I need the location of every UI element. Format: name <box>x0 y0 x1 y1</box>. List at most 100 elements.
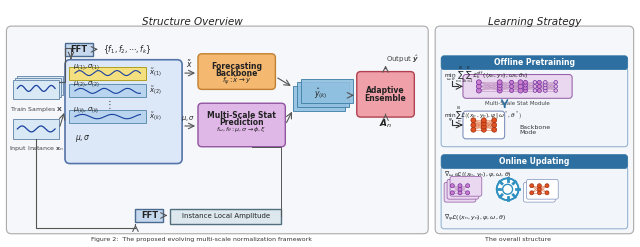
Text: FFT: FFT <box>141 211 158 220</box>
Text: $\boldsymbol{A}_n$: $\boldsymbol{A}_n$ <box>379 118 392 130</box>
Circle shape <box>533 81 537 84</box>
Circle shape <box>543 83 547 87</box>
Bar <box>293 86 345 111</box>
Text: $\tilde{x}$: $\tilde{x}$ <box>186 58 193 70</box>
Circle shape <box>543 89 547 92</box>
Circle shape <box>533 89 537 92</box>
FancyBboxPatch shape <box>527 179 558 199</box>
Circle shape <box>524 83 527 87</box>
Text: $\mu_{(2)}, \sigma_{(2)}$: $\mu_{(2)}, \sigma_{(2)}$ <box>73 80 100 89</box>
Circle shape <box>481 127 486 132</box>
Bar <box>17 76 63 95</box>
Circle shape <box>543 86 547 90</box>
Text: $f_{\omega}, f_{\theta}: \mu, \sigma \rightarrow \phi, \xi$: $f_{\omega}, f_{\theta}: \mu, \sigma \ri… <box>216 125 267 134</box>
Circle shape <box>533 85 537 88</box>
Text: Offline Pretraining: Offline Pretraining <box>494 58 575 67</box>
Bar <box>69 67 147 80</box>
FancyBboxPatch shape <box>447 179 479 199</box>
FancyBboxPatch shape <box>463 111 504 139</box>
FancyBboxPatch shape <box>441 155 628 168</box>
Bar <box>301 79 353 103</box>
Text: Online Updating: Online Updating <box>499 157 570 166</box>
FancyBboxPatch shape <box>450 176 482 196</box>
Bar <box>170 209 282 224</box>
Text: $\tilde{x}_{(1)}$: $\tilde{x}_{(1)}$ <box>149 67 163 79</box>
Circle shape <box>497 88 502 93</box>
Text: $\mu_{(k)}, \sigma_{(k)}$: $\mu_{(k)}, \sigma_{(k)}$ <box>73 105 99 115</box>
Text: Multi-Scale Stat Module: Multi-Scale Stat Module <box>485 101 550 106</box>
Text: Learning Strategy: Learning Strategy <box>488 17 581 27</box>
Circle shape <box>545 191 549 195</box>
Circle shape <box>524 80 527 84</box>
Circle shape <box>545 184 549 188</box>
Text: $\{f_1, f_2, \cdots, f_k\}$: $\{f_1, f_2, \cdots, f_k\}$ <box>102 43 152 56</box>
Circle shape <box>524 89 527 93</box>
Bar <box>13 119 59 139</box>
Circle shape <box>509 80 513 84</box>
Circle shape <box>509 89 513 93</box>
FancyBboxPatch shape <box>198 54 275 89</box>
Circle shape <box>524 86 527 90</box>
Circle shape <box>554 85 557 88</box>
Text: Ensemble: Ensemble <box>365 94 406 103</box>
Circle shape <box>466 191 470 195</box>
Text: The overall structure: The overall structure <box>484 237 550 242</box>
Bar <box>297 82 349 107</box>
Circle shape <box>497 80 502 85</box>
Text: Backbone
Mode: Backbone Mode <box>520 124 550 135</box>
Text: Adaptive: Adaptive <box>366 86 405 95</box>
Text: $\hat{y}_{(k)}$: $\hat{y}_{(k)}$ <box>314 87 328 102</box>
Circle shape <box>538 80 541 84</box>
Text: $\tilde{x}_{(k)}$: $\tilde{x}_{(k)}$ <box>149 110 162 123</box>
Text: $\mu, \sigma$: $\mu, \sigma$ <box>181 114 195 123</box>
Text: Output $\hat{\boldsymbol{y}}$: Output $\hat{\boldsymbol{y}}$ <box>386 54 419 65</box>
Circle shape <box>481 121 486 126</box>
Bar <box>69 84 147 97</box>
Circle shape <box>530 191 534 195</box>
Circle shape <box>492 123 497 127</box>
Circle shape <box>458 187 462 191</box>
Circle shape <box>538 184 541 188</box>
Circle shape <box>538 84 541 88</box>
Bar <box>15 78 61 97</box>
Circle shape <box>451 191 454 195</box>
Circle shape <box>481 124 486 129</box>
Circle shape <box>492 127 497 132</box>
Text: $\min_{\psi}\sum_n^{N}\mathcal{L}\left((x_n,y_n),\psi\,|\,\omega^*,\theta^*\righ: $\min_{\psi}\sum_n^{N}\mathcal{L}\left((… <box>444 105 522 125</box>
Circle shape <box>518 80 523 85</box>
Circle shape <box>471 118 476 123</box>
Bar <box>136 209 163 222</box>
Text: Forecasting: Forecasting <box>211 62 262 71</box>
FancyBboxPatch shape <box>6 26 428 234</box>
FancyBboxPatch shape <box>441 166 628 229</box>
Circle shape <box>481 118 486 123</box>
Text: $\mu_{(1)}, \sigma_{(1)}$: $\mu_{(1)}, \sigma_{(1)}$ <box>73 62 100 72</box>
Text: $\mu, \sigma$: $\mu, \sigma$ <box>75 133 91 144</box>
FancyBboxPatch shape <box>65 60 182 164</box>
Circle shape <box>509 84 513 88</box>
Text: $\vdots$: $\vdots$ <box>104 98 111 111</box>
Circle shape <box>476 88 481 93</box>
FancyBboxPatch shape <box>435 26 634 234</box>
Circle shape <box>497 85 502 90</box>
Circle shape <box>458 184 462 188</box>
Text: $\nabla_{\omega,\theta}\mathcal{L}\left((x_n,y_n),\psi,\omega,\theta\right)$: $\nabla_{\omega,\theta}\mathcal{L}\left(… <box>444 170 512 179</box>
Circle shape <box>554 89 557 92</box>
FancyBboxPatch shape <box>463 75 572 98</box>
Circle shape <box>476 80 481 85</box>
FancyBboxPatch shape <box>444 182 476 202</box>
Circle shape <box>554 81 557 84</box>
Text: Train Samples $\mathbf{X}$: Train Samples $\mathbf{X}$ <box>10 105 63 114</box>
Circle shape <box>543 81 547 84</box>
Text: FFT: FFT <box>70 45 88 54</box>
Circle shape <box>458 191 462 195</box>
Text: Backbone: Backbone <box>216 69 258 78</box>
Bar <box>13 80 59 99</box>
Circle shape <box>538 89 541 93</box>
Circle shape <box>451 184 454 188</box>
Text: $f_\psi: \tilde{x} \rightarrow \tilde{y}$: $f_\psi: \tilde{x} \rightarrow \tilde{y}… <box>221 74 252 87</box>
Text: $\tilde{x}_{(2)}$: $\tilde{x}_{(2)}$ <box>149 85 163 97</box>
Text: $\nabla_{\psi}\mathcal{L}\left((x_n,y_n),\psi,\omega,\theta\right)$: $\nabla_{\psi}\mathcal{L}\left((x_n,y_n)… <box>444 212 506 224</box>
Bar <box>65 43 93 56</box>
Circle shape <box>518 88 523 93</box>
